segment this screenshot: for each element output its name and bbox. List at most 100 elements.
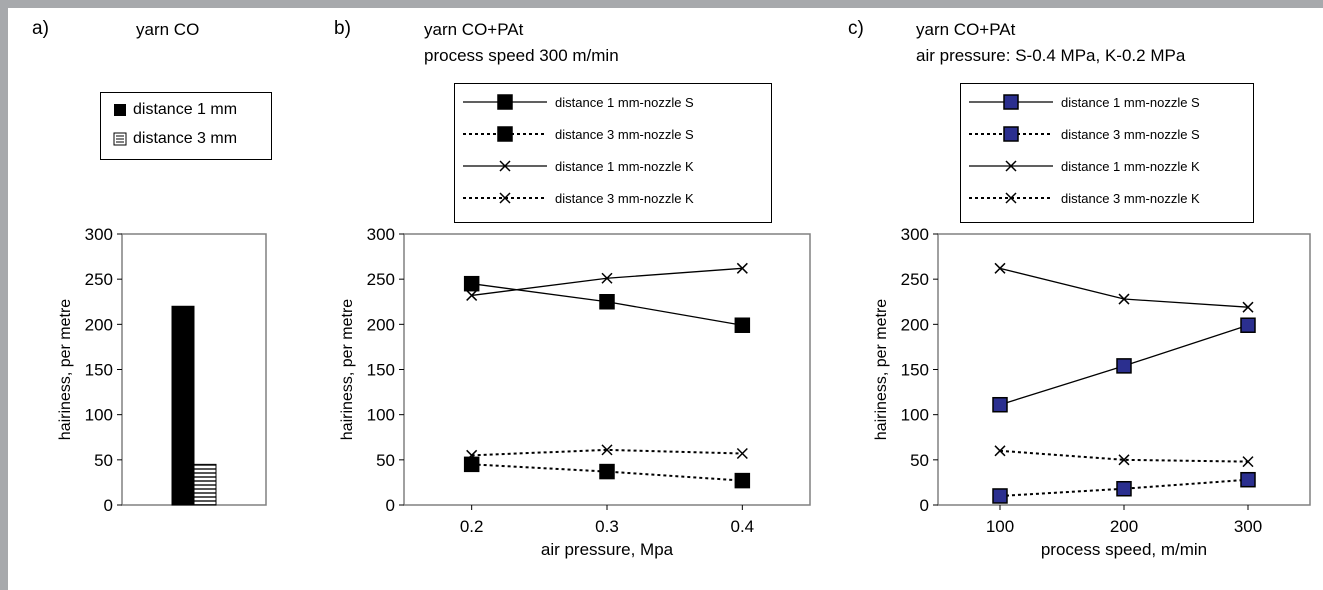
panel-b-title-line2: process speed 300 m/min xyxy=(424,46,619,65)
y-tick-label: 300 xyxy=(901,225,929,244)
legend-marker-square xyxy=(1003,126,1019,142)
legend-item: distance 1 mm-nozzle S xyxy=(459,92,694,112)
marker-x xyxy=(466,289,478,301)
legend-swatch xyxy=(463,192,547,204)
legend-item: distance 1 mm xyxy=(113,100,237,120)
marker-x xyxy=(736,262,748,274)
y-tick-label: 0 xyxy=(386,496,395,515)
legend-label: distance 3 mm xyxy=(133,130,238,147)
y-tick-label: 100 xyxy=(367,406,395,425)
legend-item: distance 1 mm-nozzle S xyxy=(965,92,1200,112)
marker-x xyxy=(1118,454,1130,466)
y-tick-label: 300 xyxy=(367,225,395,244)
legend-swatch-solid xyxy=(114,104,126,116)
y-tick-label: 250 xyxy=(85,270,113,289)
panel-c-y-axis-label: hairiness, per metre xyxy=(873,299,890,440)
legend-item: distance 1 mm-nozzle K xyxy=(965,156,1200,176)
legend-marker-x xyxy=(499,160,511,172)
y-tick-label: 150 xyxy=(901,361,929,380)
marker-x xyxy=(1242,301,1254,313)
y-tick-label: 0 xyxy=(104,496,113,515)
x-tick-label: 0.4 xyxy=(731,517,755,536)
panel-c-x-axis-label: process speed, m/min xyxy=(1041,540,1207,559)
legend-marker-x xyxy=(1005,192,1017,204)
y-tick-label: 50 xyxy=(94,451,113,470)
panel-a-y-axis-label: hairiness, per metre xyxy=(57,299,74,440)
y-tick-label: 50 xyxy=(376,451,395,470)
legend-marker-x xyxy=(1005,160,1017,172)
legend-marker-x xyxy=(499,192,511,204)
y-tick-label: 0 xyxy=(920,496,929,515)
legend-item: distance 1 mm-nozzle K xyxy=(459,156,694,176)
marker-square xyxy=(1116,480,1132,497)
x-tick-label: 300 xyxy=(1234,517,1262,536)
marker-x xyxy=(601,444,613,456)
marker-square xyxy=(1240,471,1256,488)
marker-square xyxy=(992,488,1008,504)
marker-square xyxy=(1116,358,1132,374)
legend-label: distance 1 mm-nozzle K xyxy=(555,158,694,174)
bar xyxy=(171,305,195,506)
legend-item: distance 3 mm-nozzle S xyxy=(459,124,694,144)
panel-b-title-line1: yarn CO+PAt xyxy=(424,20,524,39)
panel-b-x-axis-label: air pressure, Mpa xyxy=(541,540,674,559)
marker-x xyxy=(736,447,748,460)
legend-label: distance 1 mm-nozzle S xyxy=(1061,94,1200,110)
panel-b-y-axis-label: hairiness, per metre xyxy=(339,299,356,440)
x-tick-label: 0.2 xyxy=(460,517,484,536)
legend-label: distance 3 mm-nozzle K xyxy=(1061,190,1200,206)
legend-swatch xyxy=(969,126,1053,142)
frame-left-border xyxy=(0,0,8,590)
legend-label: distance 3 mm-nozzle S xyxy=(1061,126,1200,142)
panel-a-legend: distance 1 mm distance 3 mm xyxy=(100,92,272,160)
legend-swatch xyxy=(969,192,1053,204)
legend-swatch xyxy=(969,160,1053,172)
y-tick-label: 200 xyxy=(367,315,395,334)
marker-x xyxy=(601,272,613,284)
marker-square xyxy=(463,275,480,292)
legend-swatch xyxy=(463,94,547,110)
y-tick-label: 200 xyxy=(85,315,113,334)
panel-a-title: yarn CO xyxy=(136,20,200,39)
legend-label: distance 1 mm xyxy=(133,101,238,118)
panel-a-letter: a) xyxy=(32,18,49,39)
y-tick-label: 100 xyxy=(85,406,113,425)
panel-c-title-line1: yarn CO+PAt xyxy=(916,20,1016,39)
y-tick-label: 150 xyxy=(85,361,113,380)
marker-square xyxy=(992,396,1008,413)
legend-swatch xyxy=(969,94,1053,110)
y-tick-label: 200 xyxy=(901,315,929,334)
legend-item: distance 3 mm-nozzle S xyxy=(965,124,1200,144)
legend-item: distance 3 mm xyxy=(113,129,237,149)
marker-x xyxy=(466,449,478,461)
x-tick-label: 100 xyxy=(986,517,1014,536)
panel-c-legend: distance 1 mm-nozzle S distance 3 mm-nozz… xyxy=(960,83,1254,223)
legend-label: distance 1 mm-nozzle K xyxy=(1061,158,1200,174)
panel-b-legend: distance 1 mm-nozzle S distance 3 mm-nozz… xyxy=(454,83,772,223)
legend-label: distance 1 mm-nozzle S xyxy=(555,94,694,110)
y-tick-label: 250 xyxy=(901,270,929,289)
y-tick-label: 250 xyxy=(367,270,395,289)
frame-top-border xyxy=(0,0,1323,8)
y-tick-label: 150 xyxy=(367,361,395,380)
marker-square xyxy=(734,317,751,333)
legend-swatch-hatched xyxy=(113,132,127,146)
legend-item: distance 3 mm-nozzle K xyxy=(965,188,1200,208)
x-tick-label: 0.3 xyxy=(595,517,619,536)
marker-square xyxy=(599,294,615,310)
panel-c-title-line2: air pressure: S-0.4 MPa, K-0.2 MPa xyxy=(916,46,1186,65)
legend-label: distance 3 mm-nozzle K xyxy=(555,190,694,206)
panel-b-letter: b) xyxy=(334,18,351,39)
y-tick-label: 100 xyxy=(901,406,929,425)
marker-x xyxy=(994,262,1006,274)
legend-swatch xyxy=(463,126,547,142)
marker-x xyxy=(1242,456,1254,468)
bar xyxy=(193,463,217,506)
marker-x xyxy=(994,445,1006,457)
x-tick-label: 200 xyxy=(1110,517,1138,536)
y-tick-label: 300 xyxy=(85,225,113,244)
marker-x xyxy=(1118,293,1130,305)
